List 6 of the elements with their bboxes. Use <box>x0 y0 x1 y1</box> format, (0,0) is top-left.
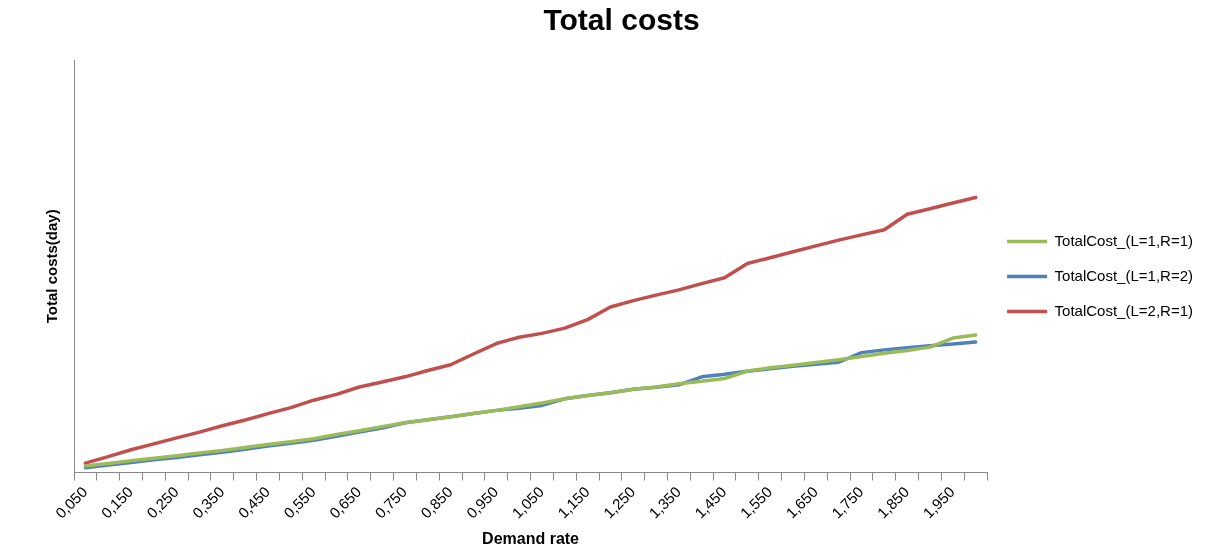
chart-title: Total costs <box>543 3 700 37</box>
legend-label: TotalCost_(L=2,R=1) <box>1054 301 1193 319</box>
legend-label: TotalCost_(L=1,R=1) <box>1054 231 1193 249</box>
x-axis-title: Demand rate <box>482 529 580 547</box>
y-axis-title: Total costs(day) <box>43 209 61 324</box>
legend-label: TotalCost_(L=1,R=2) <box>1054 266 1193 284</box>
